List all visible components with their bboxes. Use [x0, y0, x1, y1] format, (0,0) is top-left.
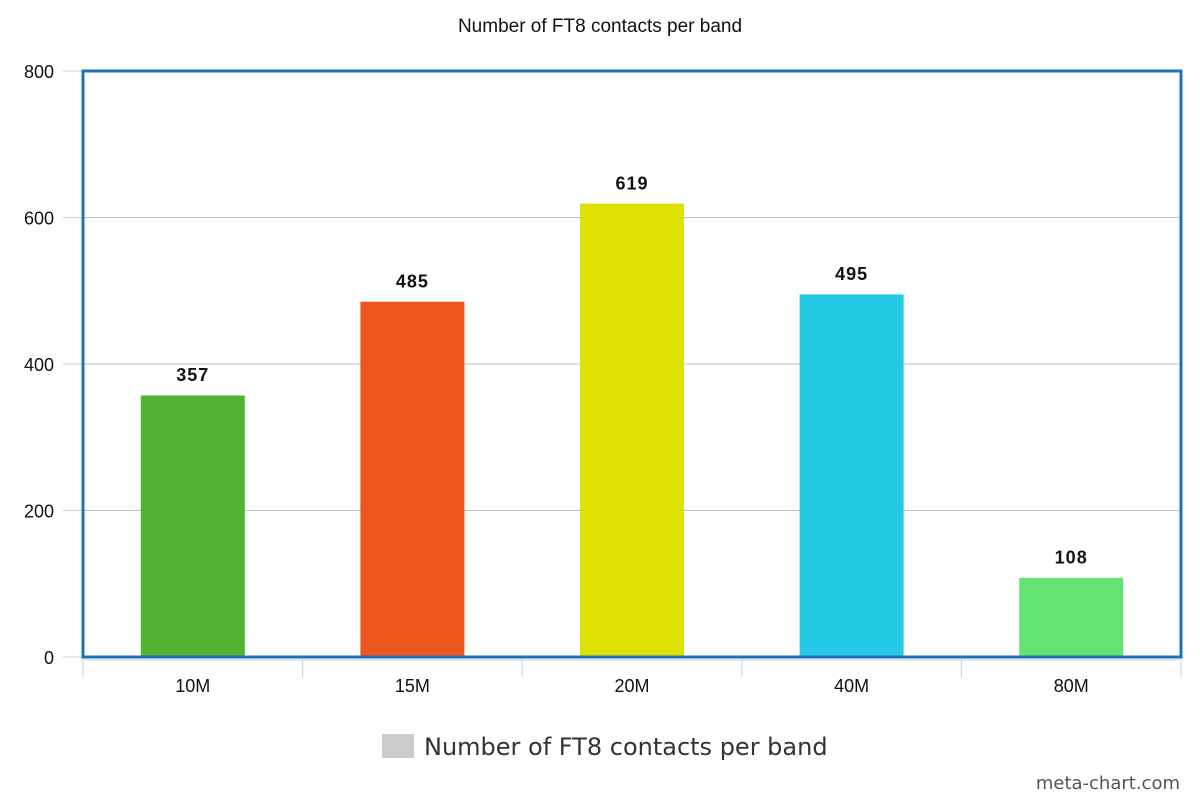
bar — [1019, 577, 1124, 657]
x-tick-label: 10M — [175, 676, 210, 696]
y-tick-label: 400 — [24, 355, 54, 375]
value-label: 108 — [1055, 548, 1088, 568]
x-tick-label: 20M — [614, 676, 649, 696]
value-label: 357 — [176, 365, 209, 385]
watermark: meta-chart.com — [1036, 773, 1180, 794]
bar — [360, 301, 465, 657]
y-tick-label: 800 — [24, 62, 54, 82]
legend-label: Number of FT8 contacts per band — [424, 733, 828, 761]
y-tick-label: 200 — [24, 501, 54, 521]
x-tick-label: 40M — [834, 676, 869, 696]
x-tick-label: 80M — [1054, 676, 1089, 696]
y-tick-label: 0 — [44, 648, 54, 668]
plot-border — [81, 69, 1183, 659]
x-tick-label: 15M — [395, 676, 430, 696]
legend-swatch — [382, 734, 414, 758]
value-label: 485 — [396, 271, 429, 291]
value-label: 619 — [615, 173, 648, 193]
y-tick-label: 600 — [24, 208, 54, 228]
bar — [580, 203, 684, 657]
value-label: 495 — [835, 264, 868, 284]
bar — [799, 294, 904, 657]
chart-title: Number of FT8 contacts per band — [458, 16, 742, 37]
bar — [140, 395, 245, 657]
